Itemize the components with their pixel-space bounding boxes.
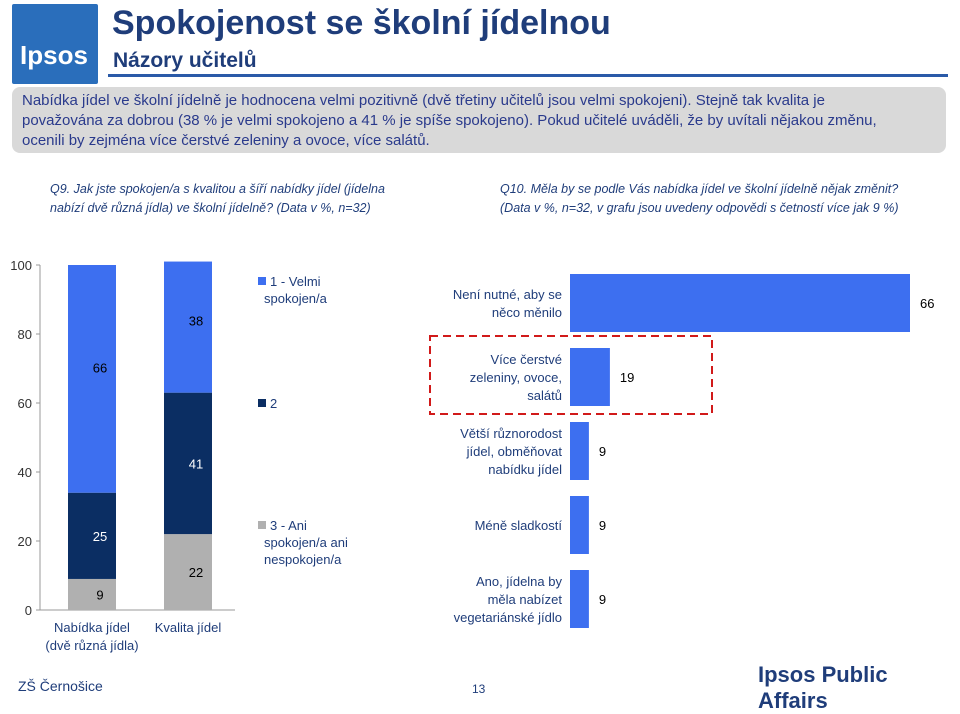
highlight-frame — [429, 335, 713, 415]
q10-line-1: Q10. Měla by se podle Vás nabídka jídel … — [500, 182, 899, 196]
question-q10: Q10. Měla by se podle Vás nabídka jídel … — [500, 180, 898, 218]
header-divider — [108, 74, 948, 77]
summary-line-3: ocenili by zejména více čerstvé zeleniny… — [22, 132, 430, 149]
chart-changes: 66 Není nutné, aby se něco měnilo 19 Více če… — [429, 274, 934, 628]
data-label: 66 — [93, 360, 107, 375]
category-label: Méně sladkostí — [475, 518, 563, 533]
category-label: Více čerstvé — [490, 352, 562, 367]
bar-segment — [68, 492, 116, 579]
question-q9: Q9. Jak jste spokojen/a s kvalitou a šíř… — [50, 180, 385, 218]
category-label: salátů — [527, 388, 562, 403]
summary-line-1: Nabídka jídel ve školní jídelně je hodno… — [22, 92, 825, 109]
y-tick-label: 0 — [25, 603, 32, 618]
category-label: Kvalita jídel — [155, 620, 222, 635]
bar — [570, 274, 910, 332]
legend-label: nespokojen/a — [264, 552, 342, 567]
data-label: 9 — [96, 587, 103, 602]
bar-segment — [164, 261, 212, 393]
category-label: (dvě různá jídla) — [45, 638, 138, 653]
data-label: 25 — [93, 529, 107, 544]
summary-line-2: považována za dobrou (38 % je velmi spok… — [22, 112, 877, 129]
legend-label: spokojen/a ani — [264, 535, 348, 550]
bar — [570, 570, 589, 628]
q9-line-2: nabízí dvě různá jídla) ve školní jídeln… — [50, 201, 371, 215]
legend-label: 1 - Velmi — [270, 274, 321, 289]
data-label: 41 — [189, 456, 203, 471]
q9-line-1: Q9. Jak jste spokojen/a s kvalitou a šíř… — [50, 182, 385, 196]
category-label: nabídku jídel — [488, 462, 562, 477]
bar-segment — [68, 265, 116, 493]
category-label: vegetariánské jídlo — [454, 610, 562, 625]
legend-swatch — [258, 277, 266, 285]
data-label: 22 — [189, 565, 203, 580]
category-label: Ano, jídelna by — [476, 574, 563, 589]
page-title: Spokojenost se školní jídelnou — [112, 4, 611, 42]
bar — [570, 422, 589, 480]
data-label: 38 — [189, 314, 203, 329]
bar — [570, 348, 610, 406]
chart-satisfaction: 0 20 40 60 80 100 9 25 66 Nabídka jídel (dvě různá… — [10, 258, 348, 653]
category-label: Větší různorodost — [460, 426, 562, 441]
category-label: jídel, obměňovat — [466, 444, 563, 459]
footer-brand: Ipsos Public Affairs — [758, 662, 888, 713]
footer-school: ZŠ Černošice — [18, 678, 103, 694]
data-label: 66 — [920, 296, 934, 311]
page-number: 13 — [472, 682, 486, 696]
bar — [570, 496, 589, 554]
legend-label: 2 — [270, 396, 277, 411]
data-label: 19 — [620, 370, 634, 385]
legend-label: spokojen/a — [264, 291, 328, 306]
q10-line-2: (Data v %, n=32, v grafu jsou uvedeny od… — [500, 201, 899, 215]
page-subtitle: Názory učitelů — [113, 49, 257, 72]
bar-segment — [164, 392, 212, 535]
y-tick-label: 100 — [10, 258, 32, 273]
category-label: Není nutné, aby se — [453, 287, 562, 302]
y-tick-label: 60 — [18, 396, 32, 411]
category-label: měla nabízet — [488, 592, 563, 607]
category-label: Nabídka jídel — [54, 620, 130, 635]
data-label: 9 — [599, 518, 606, 533]
y-tick-label: 40 — [18, 465, 32, 480]
data-label: 9 — [599, 444, 606, 459]
bar-segment — [164, 534, 212, 610]
y-tick-label: 20 — [18, 534, 32, 549]
legend-label: 3 - Ani — [270, 518, 307, 533]
y-tick-label: 80 — [18, 327, 32, 342]
legend-swatch — [258, 399, 266, 407]
legend-swatch — [258, 521, 266, 529]
data-label: 9 — [599, 592, 606, 607]
bar-segment — [68, 578, 116, 610]
ipsos-logo: Ipsos — [12, 4, 98, 84]
category-label: něco měnilo — [492, 305, 562, 320]
category-label: zeleniny, ovoce, — [470, 370, 562, 385]
summary-box: Nabídka jídel ve školní jídelně je hodno… — [12, 87, 946, 153]
